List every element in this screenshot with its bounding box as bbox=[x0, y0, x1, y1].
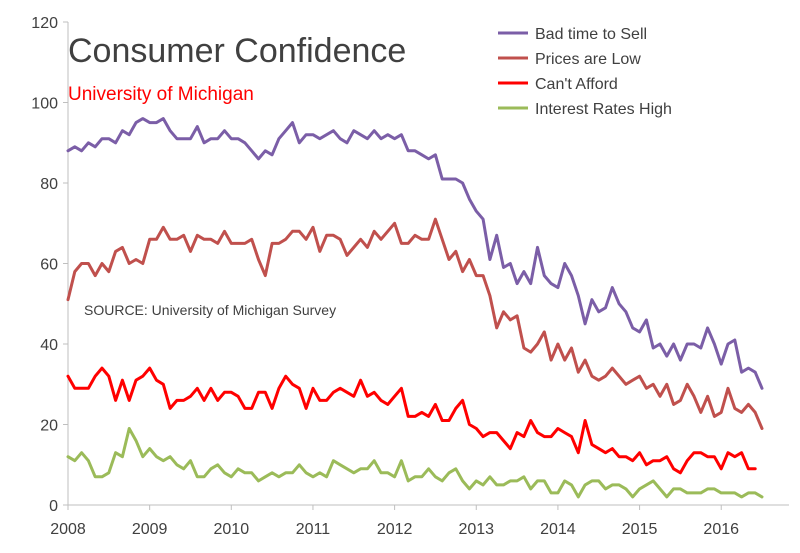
legend-label-can-t-afford: Can't Afford bbox=[535, 76, 618, 93]
y-tick-label: 20 bbox=[40, 418, 58, 435]
legend: Bad time to Sell Prices are Low Can't Affo… bbox=[498, 26, 672, 118]
y-tick-label: 40 bbox=[40, 337, 58, 354]
x-tick-label: 2015 bbox=[622, 521, 658, 538]
y-tick-label: 100 bbox=[31, 96, 58, 113]
series-line-prices-are-low bbox=[66, 217, 764, 430]
x-tick-label: 2008 bbox=[50, 521, 86, 538]
x-tick-label: 2009 bbox=[132, 521, 168, 538]
source-note: SOURCE: University of Michigan Survey bbox=[84, 302, 336, 318]
y-tick-label: 80 bbox=[40, 176, 58, 193]
series-line-interest-rates-high bbox=[66, 427, 764, 499]
chart-subtitle: University of Michigan bbox=[68, 84, 254, 105]
series-line-can-t-afford bbox=[66, 366, 757, 475]
axes: 0 20 40 60 80 100 120 2008 2009 2010 2011 2012 2013 2… bbox=[31, 15, 789, 538]
y-tick-label: 0 bbox=[49, 498, 58, 515]
x-tick-label: 2014 bbox=[540, 521, 576, 538]
y-tick-label: 60 bbox=[40, 257, 58, 274]
series-lines bbox=[66, 117, 764, 499]
x-tick-label: 2011 bbox=[296, 521, 331, 538]
x-tick-label: 2016 bbox=[703, 521, 739, 538]
legend-label-bad-time-to-sell: Bad time to Sell bbox=[535, 26, 647, 43]
chart-title: Consumer Confidence bbox=[68, 32, 406, 70]
series-line-bad-time-to-sell bbox=[66, 117, 764, 390]
x-tick-label: 2013 bbox=[458, 521, 494, 538]
legend-label-interest-rates-high: Interest Rates High bbox=[535, 101, 672, 118]
x-tick-label: 2010 bbox=[214, 521, 250, 538]
legend-label-prices-are-low: Prices are Low bbox=[535, 51, 641, 68]
x-tick-label: 2012 bbox=[377, 521, 413, 538]
y-tick-label: 120 bbox=[31, 15, 58, 32]
